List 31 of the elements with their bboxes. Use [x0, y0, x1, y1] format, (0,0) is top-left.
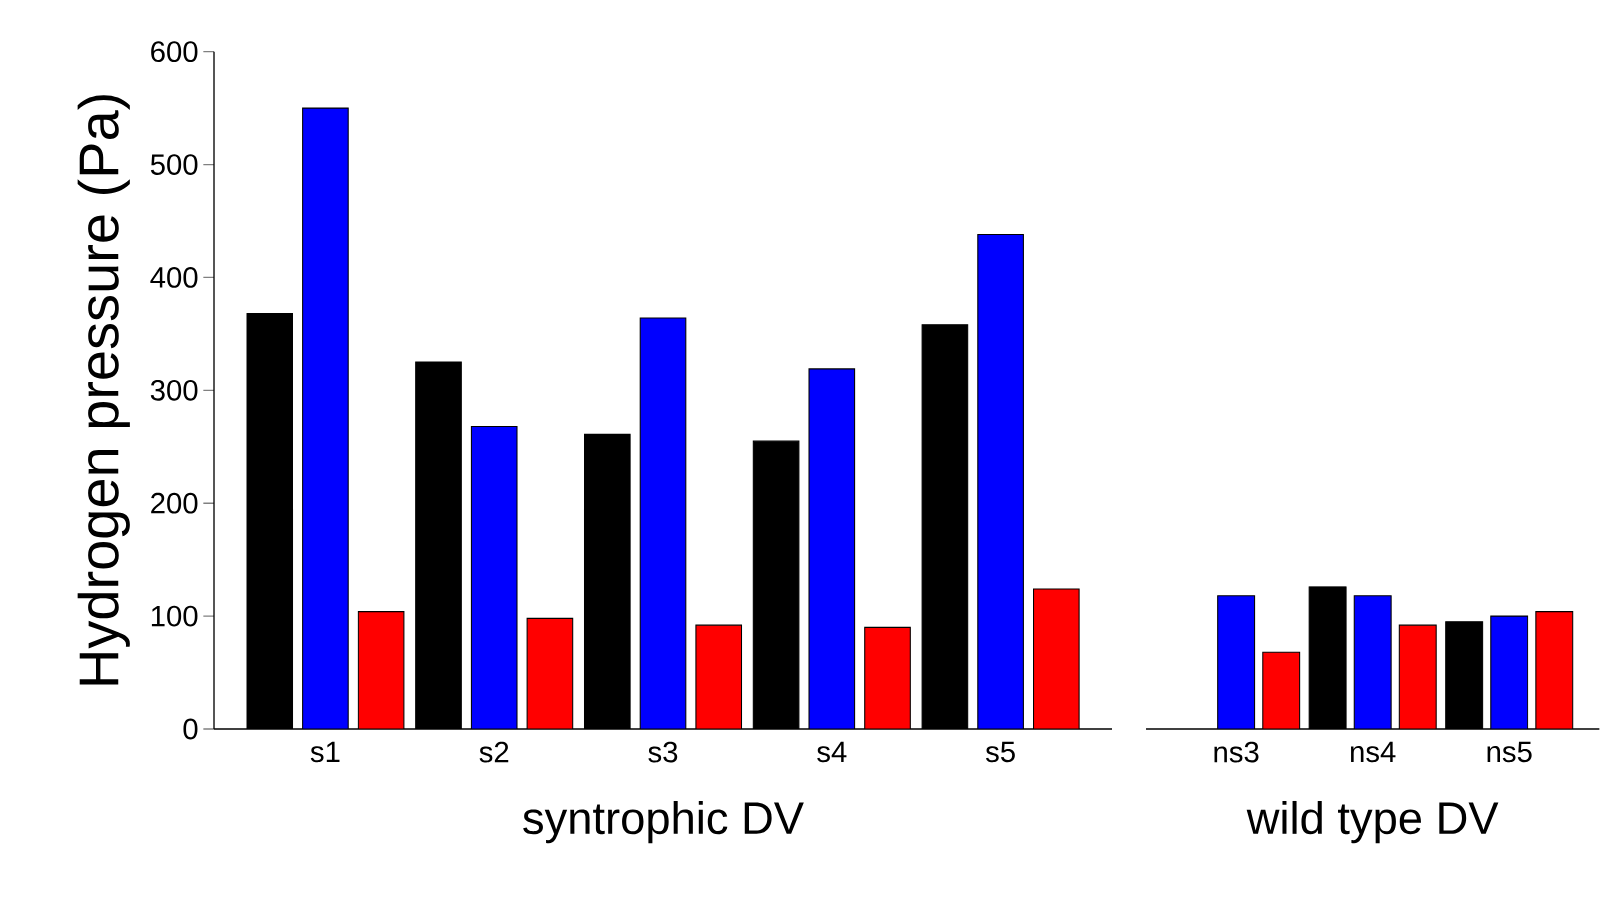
bar	[1490, 615, 1529, 729]
x-tick-label: ns3	[1214, 741, 1259, 763]
bar	[695, 624, 743, 729]
bar	[808, 368, 856, 729]
y-axis-title: Hydrogen pressure (Pa)	[77, 95, 130, 685]
bar	[864, 626, 911, 729]
bar	[639, 317, 687, 729]
y-tick-label: 400	[150, 267, 198, 288]
x-tick-label: ns4	[1350, 741, 1396, 763]
y-tick-label: 0	[183, 718, 198, 740]
x-tick-label: ns5	[1487, 741, 1532, 763]
bar	[1217, 595, 1256, 729]
x-tick-label: s3	[648, 741, 678, 763]
bar	[357, 611, 405, 729]
bar	[526, 617, 574, 729]
x-axis-title: syntrophic DV	[523, 800, 804, 844]
x-tick-label: s1	[310, 741, 340, 763]
bar	[302, 107, 349, 729]
bar	[470, 425, 518, 729]
x-axis-title: wild type DV	[1246, 800, 1499, 844]
y-tick-label: 600	[151, 41, 198, 63]
bar	[977, 234, 1024, 729]
y-tick-label: 100	[151, 605, 198, 627]
x-tick-label: s4	[817, 741, 847, 763]
y-tick-label: 300	[150, 379, 198, 401]
x-tick-label: s5	[985, 741, 1015, 763]
y-tick-label: 500	[150, 154, 198, 175]
x-tick-label: s2	[479, 741, 509, 763]
bar	[1032, 588, 1080, 729]
bar	[1353, 595, 1392, 729]
y-tick-label: 200	[151, 492, 198, 514]
